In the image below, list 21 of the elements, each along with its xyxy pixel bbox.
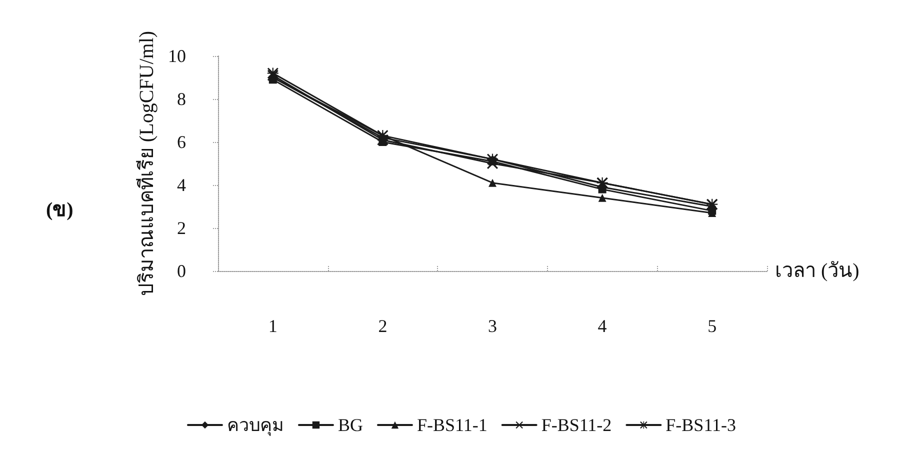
legend-label: F-BS11-3 <box>666 415 736 435</box>
x-tick-label: 1 <box>268 316 278 336</box>
x-tick-label: 2 <box>378 316 388 336</box>
legend-label: F-BS11-2 <box>541 415 612 435</box>
y-tick-label: 6 <box>177 132 186 152</box>
point <box>598 194 606 202</box>
y-tick-label: 10 <box>168 46 186 66</box>
legend-label: F-BS11-1 <box>416 415 488 435</box>
x-tick-label: 4 <box>598 316 607 336</box>
legend-label: ควบคุม <box>226 415 284 436</box>
x-tick-label: 5 <box>708 316 717 336</box>
x-tick-label: 3 <box>488 316 497 336</box>
x-axis-title: เวลา (วัน) <box>775 260 860 282</box>
legend-label: BG <box>338 415 363 435</box>
text: (ข) <box>46 199 74 221</box>
y-tick-label: 2 <box>177 218 186 238</box>
point <box>488 178 496 187</box>
y-tick-label: 0 <box>177 261 186 281</box>
y-axis-title: ปริมาณแบคทีเรีย (LogCFU/ml) <box>136 30 158 296</box>
y-tick-label: 8 <box>177 89 186 109</box>
y-tick-label: 4 <box>177 175 186 195</box>
